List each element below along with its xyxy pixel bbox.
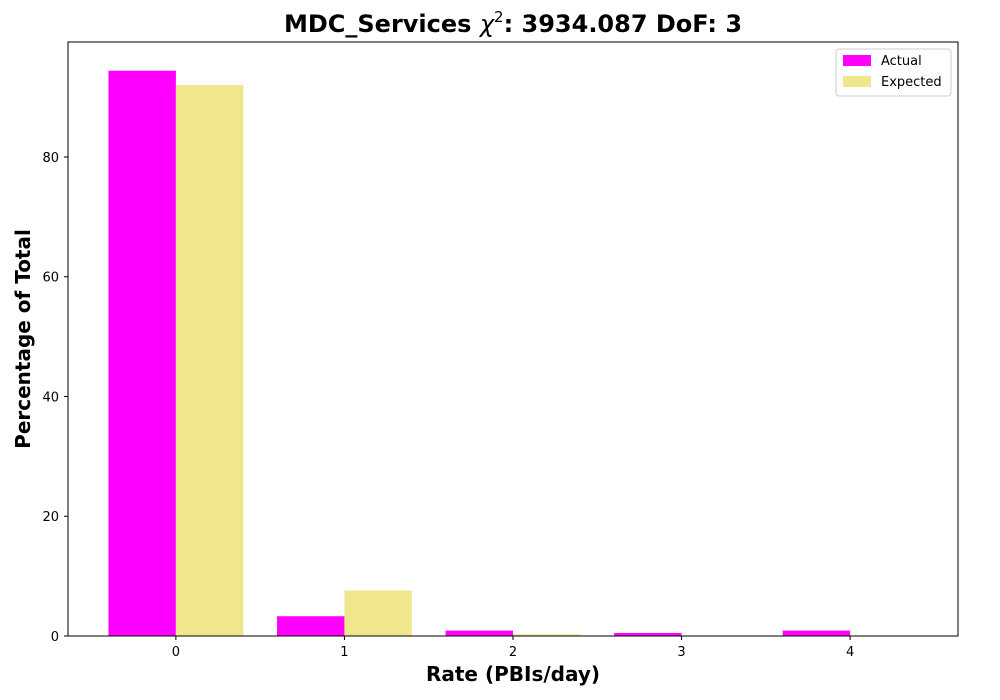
bar-actual-4 (782, 630, 851, 636)
bar-expected-1 (344, 590, 412, 636)
y-axis-ticks: 0 20 40 60 80 (42, 151, 68, 645)
chart-title-suffix: : 3934.087 DoF: 3 (504, 10, 742, 38)
legend-swatch-expected (843, 76, 871, 87)
chart-title-prefix: MDC_Services (284, 10, 480, 38)
y-tick-label: 20 (42, 510, 59, 525)
bar-expected-0 (175, 85, 244, 636)
bar-expected-2 (513, 634, 581, 636)
chart-title-exponent: 2 (494, 8, 504, 26)
legend-label-expected: Expected (881, 75, 942, 90)
y-axis-label: Percentage of Total (11, 229, 35, 449)
x-tick-label: 3 (677, 645, 685, 660)
x-tick-label: 2 (509, 645, 517, 660)
bars (108, 70, 918, 636)
bar-actual-2 (445, 630, 513, 636)
y-tick-label: 60 (42, 271, 59, 286)
bar-actual-1 (277, 616, 345, 636)
chart-title: MDC_Services χ2: 3934.087 DoF: 3 (284, 8, 742, 38)
legend-label-actual: Actual (881, 54, 922, 69)
x-tick-label: 0 (172, 645, 180, 660)
y-tick-label: 0 (51, 630, 59, 645)
x-tick-label: 1 (340, 645, 348, 660)
chart-title-symbol: χ (478, 10, 495, 38)
legend: Actual Expected (835, 48, 952, 97)
y-tick-label: 80 (42, 151, 59, 166)
bar-actual-0 (108, 70, 176, 636)
x-axis-label: Rate (PBIs/day) (426, 662, 600, 686)
y-tick-label: 40 (42, 390, 59, 405)
bar-actual-3 (614, 633, 682, 636)
x-axis-ticks: 0 1 2 3 4 (172, 636, 854, 660)
x-tick-label: 4 (846, 645, 854, 660)
legend-swatch-actual (843, 55, 871, 66)
